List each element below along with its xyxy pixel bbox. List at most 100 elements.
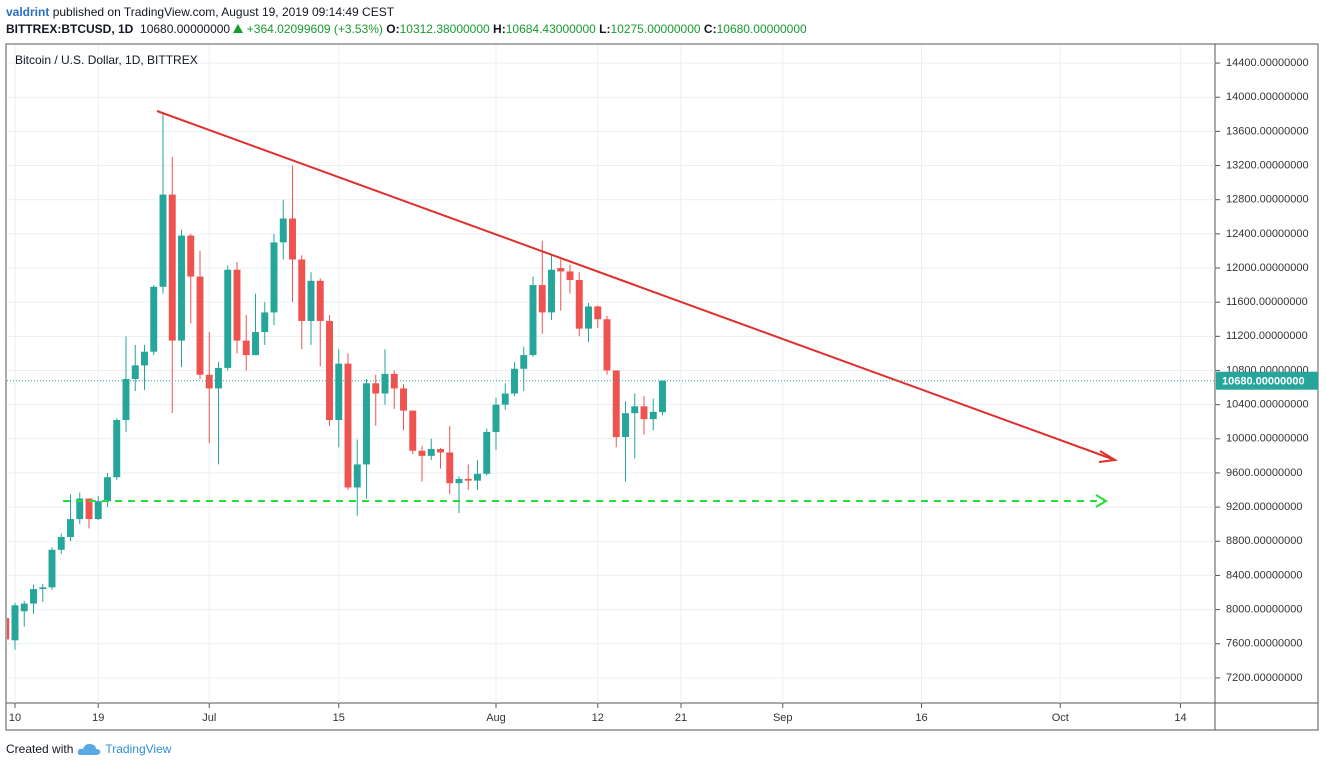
logo [78,743,101,755]
candle-body [353,464,361,488]
candle-body [427,449,435,456]
symbol: BITTREX:BTCUSD, 1D [6,22,134,36]
candle-body [631,406,639,414]
candle-body [159,194,167,287]
y-tick-label: 10400.00000000 [1226,399,1309,411]
change: +364.02099609 (+3.53%) [246,22,383,36]
candle-body [141,351,148,366]
candle-body [575,279,583,329]
published: published on TradingView.com, August 19,… [52,5,395,19]
y-tick-label: 8400.00000000 [1226,569,1302,581]
x-tick-label: Aug [486,712,506,724]
ohlc-label: L: [599,22,611,36]
x-tick-label: 15 [333,712,345,724]
y-tick-label: 8800.00000000 [1226,535,1302,547]
candle-body [640,406,648,420]
created: Created with [6,742,74,756]
candle-body [400,388,407,411]
header: valdrint published on TradingView.com, A… [6,4,807,38]
candle-body [150,286,158,352]
candle-body [57,536,65,550]
x-tick-label: Oct [1052,712,1069,724]
candle-body [363,383,370,465]
price: 10680.00000000 [140,22,231,36]
plot [7,111,666,650]
y-tick-label: 7200.00000000 [1226,672,1302,684]
candle-body [649,411,657,420]
y-tick-label: 12800.00000000 [1226,194,1309,206]
candle-body [418,450,426,456]
y-tick-label: 11600.00000000 [1226,296,1308,308]
up-triangle [233,24,244,33]
candle-body [252,332,259,356]
candle-body [20,603,28,612]
ohlc-value: 10312.38000000 [399,22,490,36]
candle-body [215,367,222,389]
candle-body [594,306,602,320]
x-tick-label: 19 [92,712,104,724]
chart-title: Bitcoin / U.S. Dollar, 1D, BITTREX [15,53,198,67]
arrow-head [1095,494,1108,508]
y-tick-label: 8000.00000000 [1226,603,1302,615]
candle-body [187,235,195,277]
y-tick-label: 13600.00000000 [1226,125,1309,137]
candle-body [233,269,241,341]
candle-body [7,618,10,640]
candle-body [48,549,56,588]
y-tick-label: 12400.00000000 [1226,228,1309,240]
x-tick-label: 12 [592,712,604,724]
candle-body [67,519,74,537]
candle-body [372,383,380,394]
candle-body [483,431,491,474]
x-tick-label: Sep [773,712,793,724]
candle-body [381,373,389,394]
candle-body [446,452,454,484]
candle-body [178,235,185,341]
y-tick-label: 14000.00000000 [1226,91,1309,103]
author: valdrint [6,5,50,19]
candle-body [464,478,472,481]
candle-body [548,269,555,313]
candle-body [520,355,528,369]
candle-body [131,365,139,380]
x-tick-label: 21 [675,712,687,724]
last-price-label: 10680.00000000 [1222,376,1305,388]
ohlc-value: 10680.00000000 [716,22,807,36]
y-tick-label: 12000.00000000 [1226,262,1309,274]
y-tick-label: 14400.00000000 [1226,57,1309,69]
candle-body [242,340,250,356]
candle-body [39,587,47,590]
candle-body [622,413,629,438]
trend-line [156,110,1116,461]
candle-body [122,379,130,421]
candle-body [557,268,565,272]
brand: TradingView [105,742,172,756]
candle-body [168,194,176,341]
y-tick-label: 10000.00000000 [1226,433,1309,445]
candle-body [224,269,232,368]
candle-body [659,380,666,413]
candle-body [474,473,481,481]
candle-body [270,242,278,313]
candle-body [85,498,93,520]
ohlc-label: C: [703,22,717,36]
candle-body [335,363,343,421]
candle-body [326,320,333,421]
candle-body [437,449,444,453]
candle-body [344,363,352,488]
x-tick-label: 10 [9,712,21,724]
candle-body [76,498,84,520]
x-tick-label: Jul [202,712,216,724]
candle-body [261,312,269,333]
x-tick-label: 16 [915,712,927,724]
candle-body [585,306,592,329]
x-tick-label: 14 [1174,712,1186,724]
drawings [63,110,1118,508]
footer: Created with TradingView [6,742,171,756]
candle-body [289,218,296,260]
y-tick-label: 7600.00000000 [1226,638,1302,650]
candle-body [566,271,574,280]
y-tick-label: 9200.00000000 [1226,501,1302,513]
candle-body [409,410,417,451]
